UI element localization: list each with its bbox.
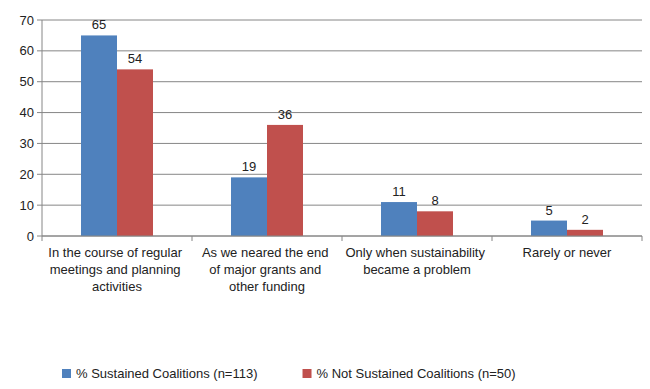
bar <box>381 202 417 236</box>
bar <box>531 221 567 236</box>
chart: 0 10 20 30 40 50 60 70 65 19 11 5 54 36 8 2 In the cours… <box>0 0 650 389</box>
y-tick <box>37 236 42 237</box>
x-tick-label: Only when sustainability became a proble… <box>345 245 488 277</box>
x-tick <box>342 236 343 241</box>
y-tick <box>37 112 42 113</box>
bar <box>81 35 117 236</box>
bar <box>417 211 453 236</box>
data-label: 36 <box>278 107 292 122</box>
data-label: 19 <box>242 159 256 174</box>
x-tick-label: As we neared the end of major grants and… <box>202 245 332 294</box>
legend-swatch <box>303 369 312 378</box>
x-tick-label: Rarely or never <box>523 245 613 260</box>
background <box>0 0 650 389</box>
legend-swatch <box>62 369 71 378</box>
legend-label: % Not Sustained Coalitions (n=50) <box>317 366 516 381</box>
y-tick <box>37 205 42 206</box>
y-axis <box>42 20 43 236</box>
x-tick <box>42 236 43 241</box>
y-tick <box>37 143 42 144</box>
data-label: 65 <box>92 17 106 32</box>
data-label: 54 <box>128 51 142 66</box>
grid-line <box>42 20 642 21</box>
y-tick <box>37 174 42 175</box>
y-tick-label: 0 <box>27 229 34 244</box>
bar <box>117 69 153 236</box>
x-tick <box>642 236 643 241</box>
data-label: 11 <box>392 184 406 199</box>
x-tick <box>492 236 493 241</box>
data-label: 8 <box>431 193 438 208</box>
y-tick-label: 50 <box>20 74 34 89</box>
y-tick-label: 10 <box>20 198 34 213</box>
y-tick <box>37 81 42 82</box>
y-tick-label: 30 <box>20 136 34 151</box>
bar <box>267 125 303 236</box>
bar <box>567 230 603 236</box>
y-tick-label: 20 <box>20 167 34 182</box>
y-tick-label: 70 <box>20 13 34 28</box>
y-tick-label: 40 <box>20 105 34 120</box>
legend-label: % Sustained Coalitions (n=113) <box>76 366 258 381</box>
y-tick <box>37 50 42 51</box>
bars <box>81 35 603 236</box>
data-label: 2 <box>581 212 588 227</box>
x-tick <box>192 236 193 241</box>
data-label: 5 <box>545 203 552 218</box>
x-tick-label: In the course of regular meetings and pl… <box>48 245 185 294</box>
y-tick-label: 60 <box>20 43 34 58</box>
bar <box>231 177 267 236</box>
y-tick <box>37 20 42 21</box>
